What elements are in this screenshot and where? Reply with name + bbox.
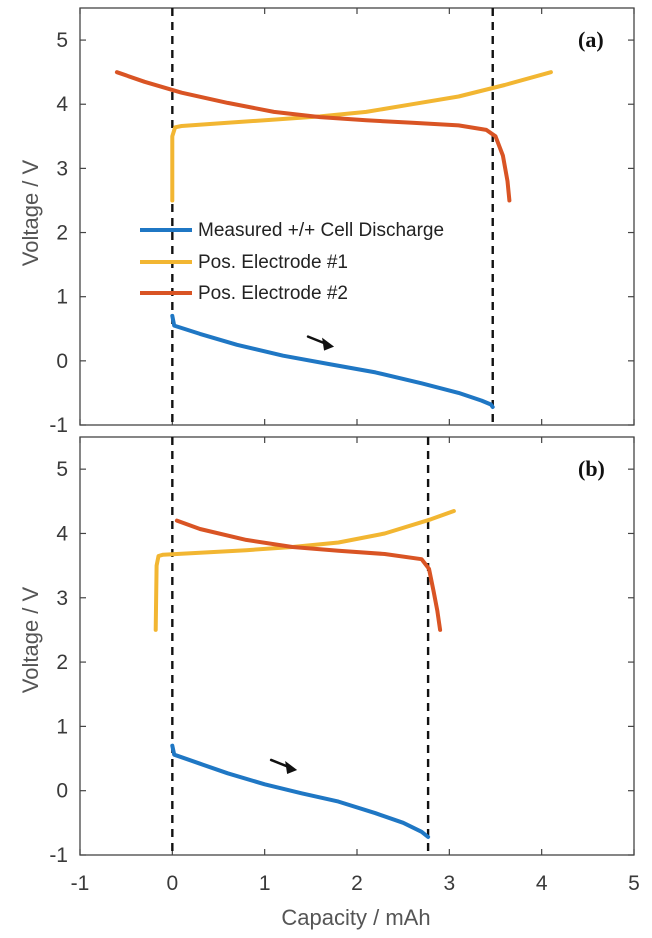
panel-a-ytick-label: -1 xyxy=(49,414,68,437)
panel-b-direction-arrow xyxy=(269,758,298,774)
panel-a: -1 0 1 2 3 4 5 (a) Voltage / V Measured +/+ Ce… xyxy=(18,7,635,437)
x-tick-label: -1 xyxy=(71,872,90,895)
panel-a-ytick-label: 0 xyxy=(56,350,68,373)
panel-b-ytick-label: 2 xyxy=(56,651,68,674)
panel-b-ylabel: Voltage / V xyxy=(18,586,43,693)
panel-a-label: (a) xyxy=(578,27,604,52)
legend-label-electrode-2: Pos. Electrode #2 xyxy=(198,283,348,304)
panel-a-frame xyxy=(79,7,635,426)
panel-b-ytick-label: 4 xyxy=(56,522,68,545)
panel-b-series-electrode-1 xyxy=(153,509,456,632)
legend-label-electrode-1: Pos. Electrode #1 xyxy=(198,252,348,273)
panel-b-ytick-label: 1 xyxy=(56,715,68,738)
x-tick-label: 1 xyxy=(259,872,271,895)
x-tick-label: 5 xyxy=(628,872,640,895)
x-tick-label: 2 xyxy=(351,872,363,895)
panel-b: -1 0 1 2 3 4 5 (b) Voltage / V xyxy=(18,436,635,867)
panel-b-ytick-label: 0 xyxy=(56,780,68,803)
panel-b-ytick-label: -1 xyxy=(49,844,68,867)
panel-a-series-measured xyxy=(170,313,495,409)
panel-a-ytick-label: 2 xyxy=(56,222,68,245)
panel-a-series-electrode-2 xyxy=(114,70,512,203)
panel-a-series-electrode-1 xyxy=(170,70,553,203)
legend: Measured +/+ Cell Discharge Pos. Electro… xyxy=(140,220,444,304)
panel-b-ytick-label: 3 xyxy=(56,587,68,610)
panel-a-ytick-label: 5 xyxy=(56,29,68,52)
x-tick-label: 3 xyxy=(443,872,455,895)
panel-b-label: (b) xyxy=(578,456,605,481)
panel-a-direction-arrow xyxy=(306,335,335,351)
x-axis-title: Capacity / mAh xyxy=(281,905,430,930)
panel-a-ytick-label: 3 xyxy=(56,157,68,180)
x-tick-label: 4 xyxy=(536,872,548,895)
panel-b-series-electrode-2 xyxy=(174,518,443,632)
panel-a-ylabel: Voltage / V xyxy=(18,159,43,266)
x-tick-label: 0 xyxy=(166,872,178,895)
panel-b-frame xyxy=(79,436,635,856)
legend-label-measured: Measured +/+ Cell Discharge xyxy=(198,220,444,241)
panel-a-ytick-label: 1 xyxy=(56,286,68,309)
panel-b-series-measured xyxy=(170,743,431,839)
panel-a-ytick-label: 4 xyxy=(56,93,68,116)
panel-b-ytick-label: 5 xyxy=(56,458,68,481)
